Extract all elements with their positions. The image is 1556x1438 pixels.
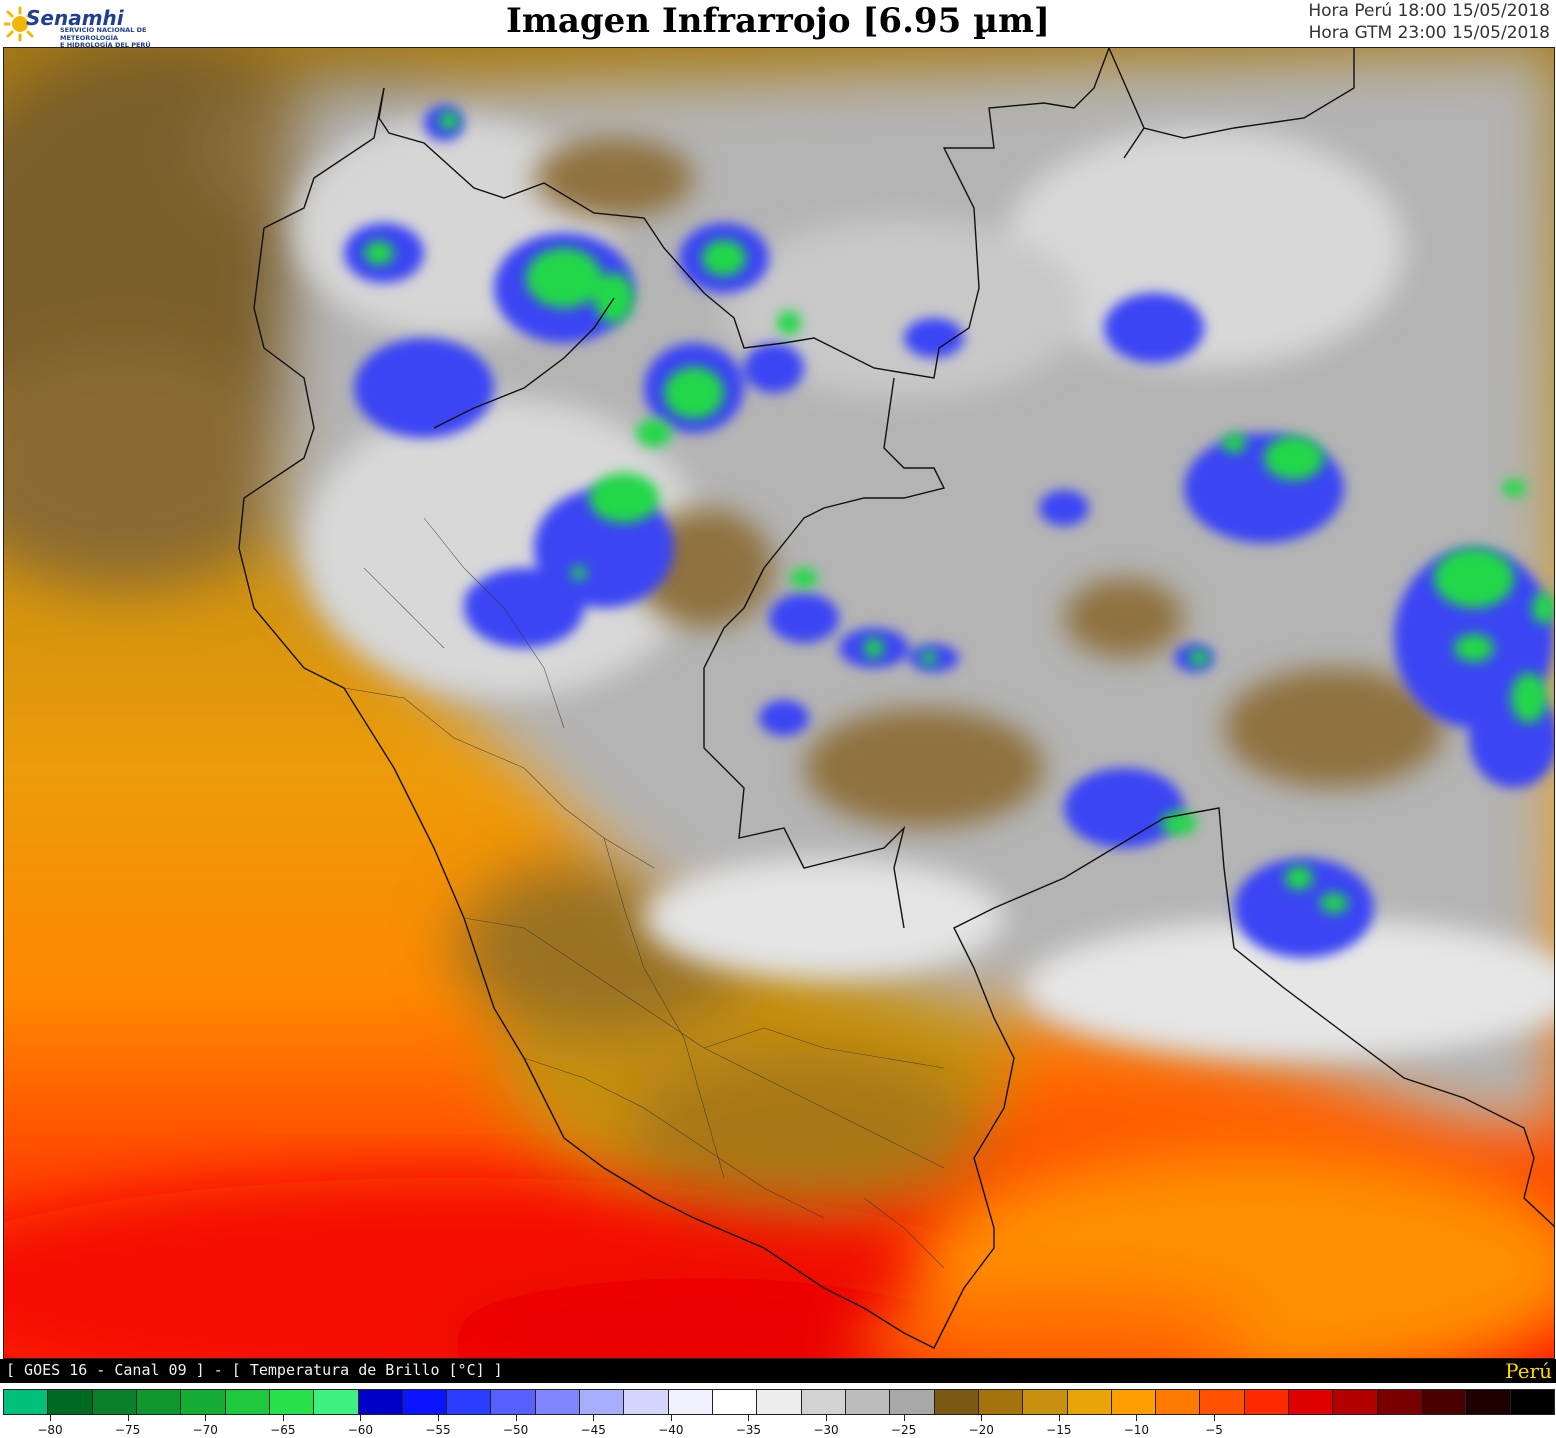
colorbar-tick bbox=[1058, 1415, 1060, 1421]
colorbar-segment bbox=[491, 1390, 536, 1414]
colorbar-segment bbox=[4, 1390, 49, 1414]
colorbar-tick-label: −30 bbox=[813, 1423, 839, 1437]
image-title: Imagen Infrarrojo [6.95 µm] bbox=[505, 1, 1051, 41]
colorbar-segment bbox=[48, 1390, 93, 1414]
colorbar-tick bbox=[360, 1415, 362, 1421]
colorbar-tick-label: −5 bbox=[1205, 1423, 1223, 1437]
colorbar-segment bbox=[1023, 1390, 1068, 1414]
colorbar-segment bbox=[1200, 1390, 1245, 1414]
colorbar-segment bbox=[535, 1390, 581, 1414]
colorbar-segment bbox=[801, 1390, 846, 1414]
peru-borders bbox=[238, 48, 1554, 1349]
header: Senamhi SERVICIO NACIONAL DE METEOROLOGÍ… bbox=[0, 0, 1556, 49]
colorbar-tick bbox=[593, 1415, 595, 1421]
colorbar-tick-label: −35 bbox=[735, 1423, 762, 1437]
colorbar-tick bbox=[748, 1415, 750, 1421]
colorbar-tick-label: −80 bbox=[37, 1423, 63, 1437]
colorbar-tick bbox=[282, 1415, 284, 1421]
colorbar-tick-label: −55 bbox=[425, 1423, 451, 1437]
colorbar-segment bbox=[1466, 1390, 1511, 1414]
colorbar-segment bbox=[1289, 1390, 1334, 1414]
logo-subtitle-line2: E HIDROLOGÍA DEL PERÚ bbox=[60, 41, 151, 49]
logo-subtitle: SERVICIO NACIONAL DE METEOROLOGÍA E HIDR… bbox=[60, 26, 200, 50]
logo-name: Senamhi bbox=[26, 6, 124, 30]
colorbar-tick bbox=[670, 1415, 672, 1421]
colorbar-segment bbox=[1510, 1390, 1554, 1414]
temperature-colorbar bbox=[3, 1389, 1555, 1415]
colorbar-ticks: −80 −75 −70 −65 −60 −55 −50 −45 −40 −35 −30 −25 −20 −… bbox=[0, 1415, 1556, 1438]
colorbar-tick-label: −75 bbox=[114, 1423, 141, 1437]
colorbar-segment bbox=[1333, 1390, 1378, 1414]
time-local: Hora Perú 18:00 15/05/2018 bbox=[1308, 1, 1550, 21]
colorbar-segment bbox=[978, 1390, 1024, 1414]
colorbar-segment bbox=[1422, 1390, 1467, 1414]
colorbar-segment bbox=[1111, 1390, 1157, 1414]
colorbar-segment bbox=[713, 1390, 758, 1414]
colorbar-segment bbox=[402, 1390, 448, 1414]
colorbar-segment bbox=[934, 1390, 979, 1414]
colorbar-segment bbox=[580, 1390, 625, 1414]
colorbar-tick bbox=[826, 1415, 827, 1421]
colorbar-segment bbox=[1156, 1390, 1201, 1414]
colorbar-tick bbox=[438, 1415, 439, 1421]
footer-channel-label: [ GOES 16 - Canal 09 ] - [ Temperatura d… bbox=[6, 1361, 503, 1379]
footer-country: Perú bbox=[1505, 1359, 1552, 1383]
colorbar-tick bbox=[205, 1415, 207, 1421]
colorbar-segment bbox=[757, 1390, 802, 1414]
colorbar-segment bbox=[358, 1390, 403, 1414]
sun-icon bbox=[4, 6, 34, 42]
colorbar-tick-label: −15 bbox=[1046, 1423, 1072, 1437]
colorbar-segment bbox=[1244, 1390, 1290, 1414]
colorbar-tick bbox=[1136, 1415, 1138, 1421]
colorbar-segment bbox=[668, 1390, 713, 1414]
colorbar-tick-label: −60 bbox=[347, 1423, 374, 1437]
colorbar-segment bbox=[314, 1390, 359, 1414]
colorbar-tick bbox=[515, 1415, 517, 1421]
colorbar-segment bbox=[845, 1390, 891, 1414]
colorbar-tick bbox=[903, 1415, 905, 1421]
colorbar-segment bbox=[92, 1390, 137, 1414]
colorbar-segment bbox=[624, 1390, 669, 1414]
colorbar-tick-label: −45 bbox=[580, 1423, 606, 1437]
time-gmt: Hora GTM 23:00 15/05/2018 bbox=[1308, 23, 1550, 43]
colorbar-segment bbox=[890, 1390, 935, 1414]
colorbar-tick bbox=[981, 1415, 983, 1421]
colorbar-tick bbox=[1214, 1415, 1215, 1421]
timestamp: Hora Perú 18:00 15/05/2018 Hora GTM 23:0… bbox=[1308, 0, 1550, 44]
colorbar-tick-label: −65 bbox=[270, 1423, 296, 1437]
colorbar-segment bbox=[1067, 1390, 1112, 1414]
colorbar-tick-label: −25 bbox=[890, 1423, 917, 1437]
satellite-map bbox=[3, 47, 1555, 1359]
colorbar-segment bbox=[225, 1390, 270, 1414]
colorbar-tick-label: −20 bbox=[968, 1423, 994, 1437]
colorbar-segment bbox=[181, 1390, 226, 1414]
colorbar-tick-label: −70 bbox=[192, 1423, 218, 1437]
colorbar-segment bbox=[136, 1390, 182, 1414]
senamhi-logo: Senamhi SERVICIO NACIONAL DE METEOROLOGÍ… bbox=[4, 2, 194, 49]
colorbar-segment bbox=[1377, 1390, 1422, 1414]
colorbar-tick bbox=[127, 1415, 129, 1421]
colorbar-tick-label: −40 bbox=[658, 1423, 684, 1437]
logo-subtitle-line1: SERVICIO NACIONAL DE METEOROLOGÍA bbox=[60, 26, 147, 42]
colorbar-tick bbox=[50, 1415, 51, 1421]
footer-bar: [ GOES 16 - Canal 09 ] - [ Temperatura d… bbox=[0, 1359, 1556, 1383]
colorbar-segment bbox=[269, 1390, 315, 1414]
colorbar-tick-label: −10 bbox=[1123, 1423, 1150, 1437]
colorbar-tick-label: −50 bbox=[502, 1423, 529, 1437]
colorbar-segment bbox=[447, 1390, 492, 1414]
infrared-image bbox=[4, 48, 1554, 1358]
